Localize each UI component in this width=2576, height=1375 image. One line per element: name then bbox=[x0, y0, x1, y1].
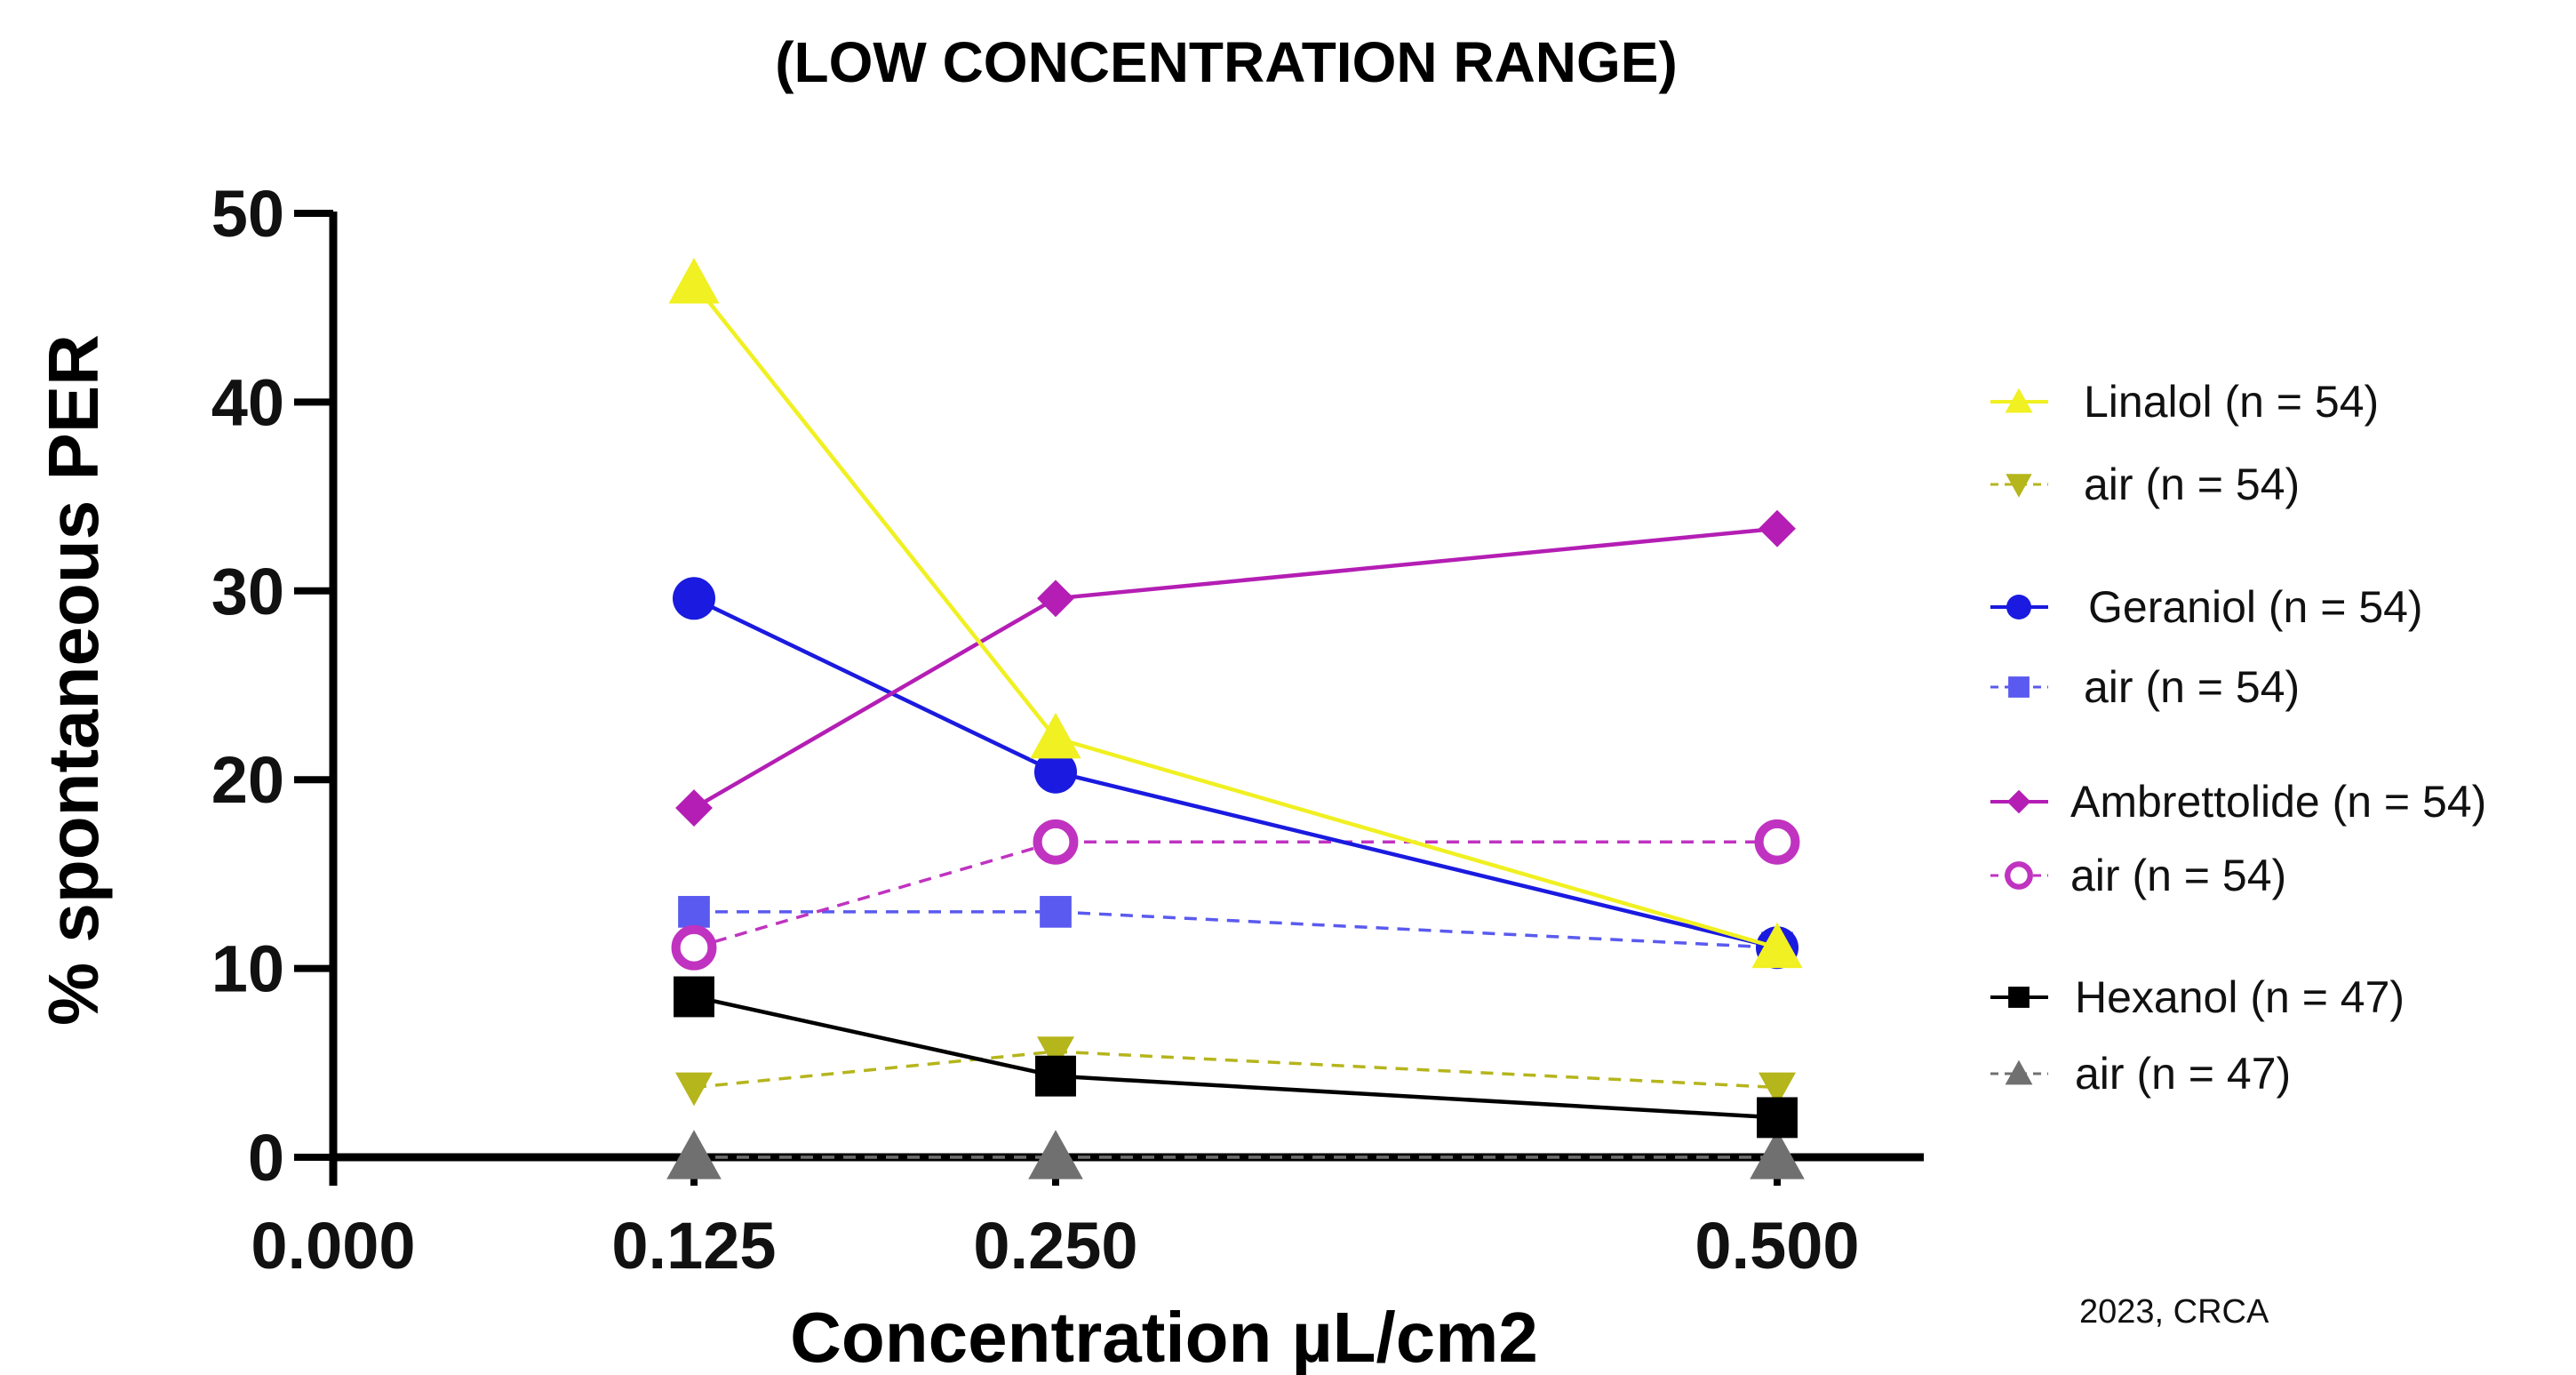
legend-item: Hexanol (n = 47) bbox=[1990, 972, 2405, 1022]
data-point bbox=[673, 577, 715, 620]
y-tick-label: 30 bbox=[211, 555, 284, 628]
legend-item: Geraniol (n = 54) bbox=[1990, 582, 2423, 632]
series-7 bbox=[666, 1130, 1805, 1179]
x-tick-label: 0.125 bbox=[611, 1209, 776, 1283]
data-point bbox=[668, 257, 720, 304]
data-point bbox=[1033, 819, 1079, 865]
y-ticks: 0 10 20 30 40 50 bbox=[211, 177, 333, 1195]
legend-label: air (n = 54) bbox=[2070, 851, 2286, 900]
axes bbox=[329, 212, 1924, 1186]
legend-label: Ambrettolide (n = 54) bbox=[2070, 777, 2486, 827]
data-point bbox=[1037, 1036, 1074, 1071]
data-point bbox=[674, 976, 714, 1018]
x-tick-label: 0.000 bbox=[251, 1209, 415, 1283]
y-tick-label: 20 bbox=[211, 743, 284, 817]
legend-item: air (n = 54) bbox=[1990, 460, 2300, 509]
series-line bbox=[693, 596, 1778, 950]
legend-item: air (n = 54) bbox=[1990, 851, 2286, 900]
data-point bbox=[678, 896, 710, 928]
data-point bbox=[1030, 712, 1081, 759]
legend-marker bbox=[2006, 789, 2031, 814]
data-point bbox=[1750, 1130, 1805, 1179]
legend-marker bbox=[2005, 1059, 2033, 1085]
series-line bbox=[693, 995, 1778, 1120]
data-point bbox=[671, 924, 717, 971]
legend-label: Geraniol (n = 54) bbox=[2088, 582, 2423, 632]
series-4 bbox=[675, 509, 1796, 827]
y-tick-label: 50 bbox=[211, 177, 284, 251]
x-axis-label: Concentration µL/cm2 bbox=[790, 1298, 1538, 1375]
legend-label: Linalol (n = 54) bbox=[2084, 377, 2379, 427]
legend-marker bbox=[2008, 676, 2030, 698]
data-point bbox=[1034, 750, 1077, 794]
series-0 bbox=[668, 257, 1803, 969]
data-point bbox=[1751, 922, 1803, 969]
legend-item: air (n = 47) bbox=[1990, 1049, 2291, 1099]
series-3 bbox=[678, 896, 1793, 964]
x-tick-label: 0.250 bbox=[973, 1209, 1137, 1283]
legend-label: Hexanol (n = 47) bbox=[2075, 972, 2405, 1022]
plot-area bbox=[666, 257, 1805, 1179]
legend-marker bbox=[2006, 474, 2032, 498]
series-2 bbox=[673, 577, 1798, 970]
legend-label: air (n = 54) bbox=[2084, 662, 2300, 712]
series-6 bbox=[674, 976, 1798, 1139]
chart-title: (LOW CONCENTRATION RANGE) bbox=[775, 30, 1678, 94]
credit-annotation: 2023, CRCA bbox=[2079, 1293, 2269, 1331]
series-line bbox=[694, 910, 1778, 949]
legend-label: air (n = 54) bbox=[2084, 460, 2300, 509]
x-tick-label: 0.500 bbox=[1695, 1209, 1859, 1283]
data-point bbox=[1040, 896, 1072, 928]
data-point bbox=[675, 789, 713, 827]
y-tick-label: 0 bbox=[248, 1121, 284, 1195]
legend-label: air (n = 47) bbox=[2075, 1049, 2291, 1099]
series-1 bbox=[675, 1036, 1796, 1107]
data-point bbox=[675, 1072, 713, 1107]
legend-marker bbox=[2005, 388, 2033, 413]
legend-item: Linalol (n = 54) bbox=[1990, 377, 2379, 427]
legend: Linalol (n = 54) air (n = 54) Geraniol (n … bbox=[1990, 377, 2486, 1099]
data-point bbox=[1754, 819, 1800, 865]
legend-marker bbox=[2008, 987, 2030, 1008]
legend-item: air (n = 54) bbox=[1990, 662, 2300, 712]
data-point bbox=[1759, 509, 1796, 548]
series-line bbox=[693, 1050, 1778, 1090]
legend-item: Ambrettolide (n = 54) bbox=[1990, 777, 2486, 827]
series-line bbox=[692, 526, 1778, 811]
series-5 bbox=[671, 819, 1800, 971]
data-point bbox=[1035, 1055, 1076, 1097]
data-point bbox=[1759, 1072, 1796, 1107]
data-point bbox=[1037, 580, 1074, 618]
data-point bbox=[666, 1130, 722, 1179]
y-tick-label: 10 bbox=[211, 932, 284, 1006]
series-line bbox=[692, 282, 1778, 950]
y-tick-label: 40 bbox=[211, 365, 284, 439]
data-point bbox=[1757, 1097, 1798, 1139]
y-axis-label: % spontaneous PER bbox=[34, 334, 113, 1026]
series-line bbox=[693, 840, 1777, 949]
data-point bbox=[1028, 1130, 1083, 1179]
legend-marker bbox=[2005, 861, 2033, 890]
legend-marker bbox=[2006, 595, 2031, 620]
